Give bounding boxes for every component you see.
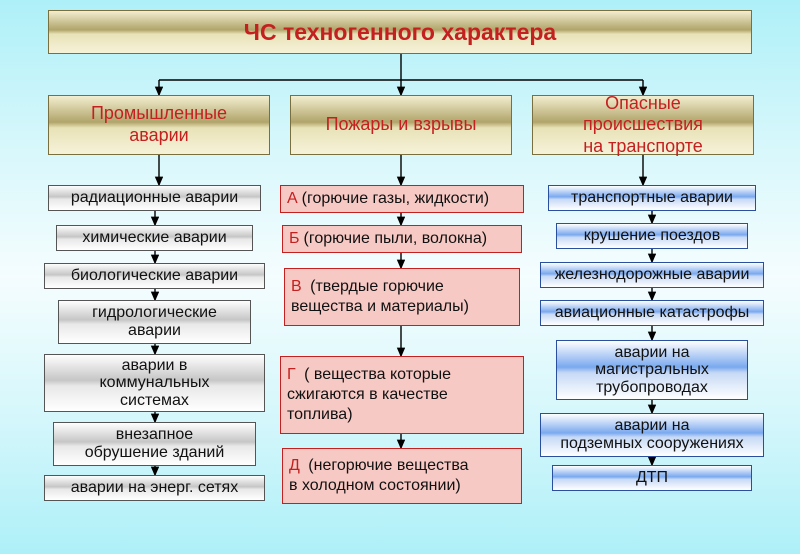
right-item-7: ДТП	[552, 465, 752, 491]
left-item-text: внезапноеобрушение зданий	[85, 426, 225, 461]
left-item-2: химические аварии	[56, 225, 253, 251]
category-3: Опасныепроисшествияна транспорте	[532, 95, 754, 155]
right-item-text: аварии наподземных сооружениях	[560, 417, 743, 452]
right-item-1: транспортные аварии	[548, 185, 756, 211]
left-item-1: радиационные аварии	[48, 185, 261, 211]
right-item-text: аварии намагистральныхтрубопроводах	[595, 344, 709, 397]
left-item-7: аварии на энерг. сетях	[44, 475, 265, 501]
category-2: Пожары и взрывы	[290, 95, 512, 155]
title-text: ЧС техногенного характера	[244, 19, 556, 46]
right-item-5: аварии намагистральныхтрубопроводах	[556, 340, 748, 400]
right-item-text: транспортные аварии	[571, 189, 733, 207]
left-item-text: аварии на энерг. сетях	[71, 479, 238, 497]
title-bar: ЧС техногенного характера	[48, 10, 752, 54]
mid-item-1: А(горючие газы, жидкости)	[280, 185, 524, 213]
category-label: Опасныепроисшествияна транспорте	[583, 93, 703, 158]
left-item-text: биологические аварии	[71, 267, 238, 285]
left-item-3: биологические аварии	[44, 263, 265, 289]
lead-letter: А	[287, 190, 298, 207]
left-item-4: гидрологическиеаварии	[58, 300, 251, 344]
right-item-6: аварии наподземных сооружениях	[540, 413, 764, 457]
category-1: Промышленныеаварии	[48, 95, 270, 155]
lead-letter: В	[291, 278, 302, 295]
left-item-text: аварии вкоммунальныхсистемах	[100, 357, 210, 410]
lead-letter: Г	[287, 366, 296, 383]
left-item-text: гидрологическиеаварии	[92, 304, 217, 339]
right-item-text: железнодорожные аварии	[555, 266, 750, 284]
lead-letter: Б	[289, 230, 300, 247]
mid-item-text: ( вещества которые сжигаются в качестве …	[287, 366, 451, 423]
right-item-text: крушение поездов	[584, 227, 720, 245]
mid-item-5: Д (негорючие вещества в холодном состоян…	[282, 448, 522, 504]
mid-item-4: Г ( вещества которые сжигаются в качеств…	[280, 356, 524, 434]
right-item-3: железнодорожные аварии	[540, 262, 764, 288]
left-item-text: радиационные аварии	[71, 189, 238, 207]
left-item-text: химические аварии	[82, 229, 226, 247]
category-label: Пожары и взрывы	[326, 114, 477, 136]
mid-item-text: (негорючие вещества в холодном состоянии…	[289, 457, 469, 494]
right-item-4: авиационные катастрофы	[540, 300, 764, 326]
mid-item-2: Б(горючие пыли, волокна)	[282, 225, 522, 253]
mid-item-text: (твердые горючие вещества и материалы)	[291, 278, 469, 315]
lead-letter: Д	[289, 457, 300, 474]
left-item-6: внезапноеобрушение зданий	[53, 422, 256, 466]
mid-item-text: (горючие газы, жидкости)	[302, 190, 489, 207]
right-item-2: крушение поездов	[556, 223, 748, 249]
mid-item-3: В (твердые горючие вещества и материалы)	[284, 268, 520, 326]
left-item-5: аварии вкоммунальныхсистемах	[44, 354, 265, 412]
right-item-text: авиационные катастрофы	[555, 304, 749, 322]
mid-item-text: (горючие пыли, волокна)	[304, 230, 488, 247]
right-item-text: ДТП	[636, 469, 668, 487]
category-label: Промышленныеаварии	[91, 103, 227, 146]
